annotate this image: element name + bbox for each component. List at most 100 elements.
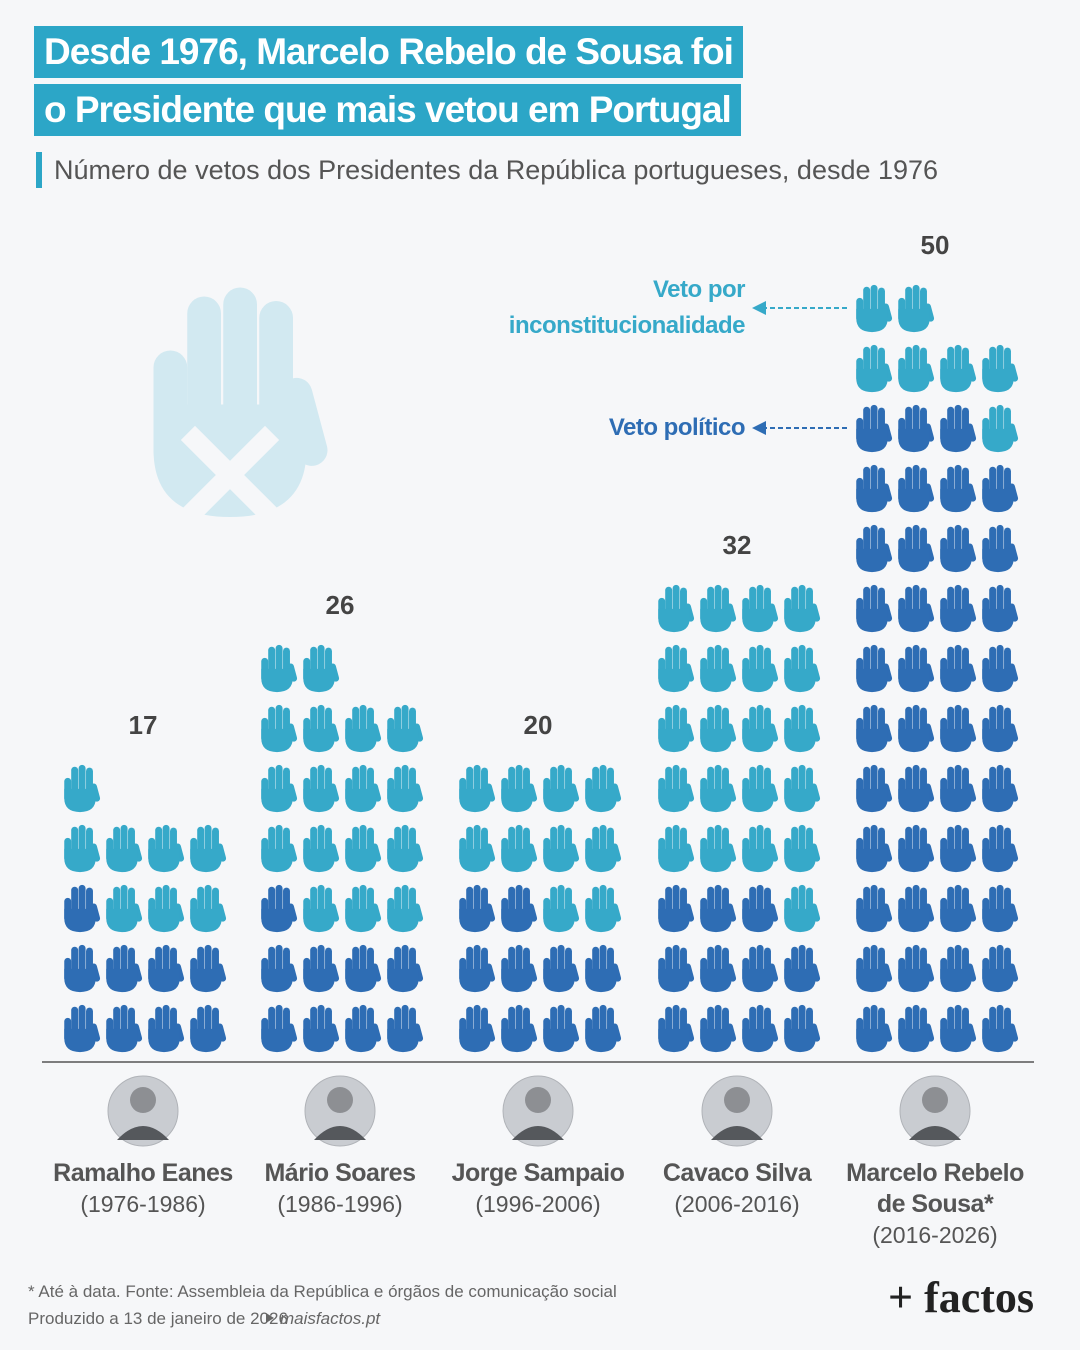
site: maisfactos.pt (280, 1309, 381, 1328)
x-mark (180, 425, 280, 525)
hand (64, 764, 101, 813)
photo-body (117, 1126, 169, 1140)
hand (784, 764, 821, 813)
legend-arrowhead (752, 421, 766, 435)
hand (742, 644, 779, 693)
photo-head (130, 1087, 156, 1113)
hand (700, 944, 737, 993)
hand (940, 644, 977, 693)
hand (856, 1004, 893, 1053)
hand (784, 1004, 821, 1053)
hand (940, 704, 977, 753)
hand (742, 1004, 779, 1053)
hand (856, 644, 893, 693)
brand: + factos (888, 1273, 1035, 1322)
hand (856, 524, 893, 573)
hand (585, 944, 622, 993)
hand (784, 644, 821, 693)
hand (585, 1004, 622, 1053)
hand (501, 824, 538, 873)
hand (742, 944, 779, 993)
hand (982, 404, 1019, 453)
hand (387, 824, 424, 873)
photo-head (525, 1087, 551, 1113)
hand (543, 1004, 580, 1053)
hand (345, 1004, 382, 1053)
hand (345, 704, 382, 753)
hand (940, 764, 977, 813)
hand (898, 464, 935, 513)
hand (700, 764, 737, 813)
category-label: Cavaco Silva (662, 1159, 812, 1187)
hand (898, 284, 935, 333)
hand (345, 824, 382, 873)
hand (784, 944, 821, 993)
hand (64, 944, 101, 993)
photo-body (711, 1126, 763, 1140)
photo-body (314, 1126, 366, 1140)
hand (64, 884, 101, 933)
hand (700, 884, 737, 933)
hand (148, 944, 185, 993)
hand (459, 824, 496, 873)
hand (982, 584, 1019, 633)
hand (459, 764, 496, 813)
hand (856, 464, 893, 513)
hand (261, 884, 298, 933)
hand (658, 764, 695, 813)
hand (345, 884, 382, 933)
legend-arrowhead (752, 301, 766, 315)
period-label: (2006-2016) (674, 1191, 800, 1217)
hand (658, 944, 695, 993)
hand (501, 884, 538, 933)
hand (303, 944, 340, 993)
hand (898, 1004, 935, 1053)
hand (303, 764, 340, 813)
hand (658, 704, 695, 753)
hand (982, 464, 1019, 513)
hand (940, 1004, 977, 1053)
hand (982, 704, 1019, 753)
hand (303, 1004, 340, 1053)
hand (898, 764, 935, 813)
hand (940, 524, 977, 573)
hand (658, 884, 695, 933)
hand (585, 764, 622, 813)
hand (742, 764, 779, 813)
hand (784, 704, 821, 753)
hand (543, 944, 580, 993)
hand (898, 944, 935, 993)
hand (345, 764, 382, 813)
hand (898, 824, 935, 873)
hand (700, 704, 737, 753)
hand (261, 1004, 298, 1053)
hand (303, 824, 340, 873)
photo-body (909, 1126, 961, 1140)
photo-head (724, 1087, 750, 1113)
hand (261, 764, 298, 813)
hand (700, 584, 737, 633)
hand (106, 824, 143, 873)
hand (190, 824, 227, 873)
hand (148, 884, 185, 933)
hand (982, 884, 1019, 933)
hand (190, 884, 227, 933)
hand (856, 884, 893, 933)
hand (585, 884, 622, 933)
hand (585, 824, 622, 873)
hand (898, 644, 935, 693)
hand (261, 824, 298, 873)
hand (106, 1004, 143, 1053)
hand (543, 884, 580, 933)
period-label: (1996-2006) (475, 1191, 601, 1217)
hand (190, 944, 227, 993)
hand (856, 284, 893, 333)
hand (784, 584, 821, 633)
hand (784, 884, 821, 933)
hand (856, 704, 893, 753)
hand (345, 944, 382, 993)
hand-group (856, 404, 1019, 1053)
hand (982, 944, 1019, 993)
